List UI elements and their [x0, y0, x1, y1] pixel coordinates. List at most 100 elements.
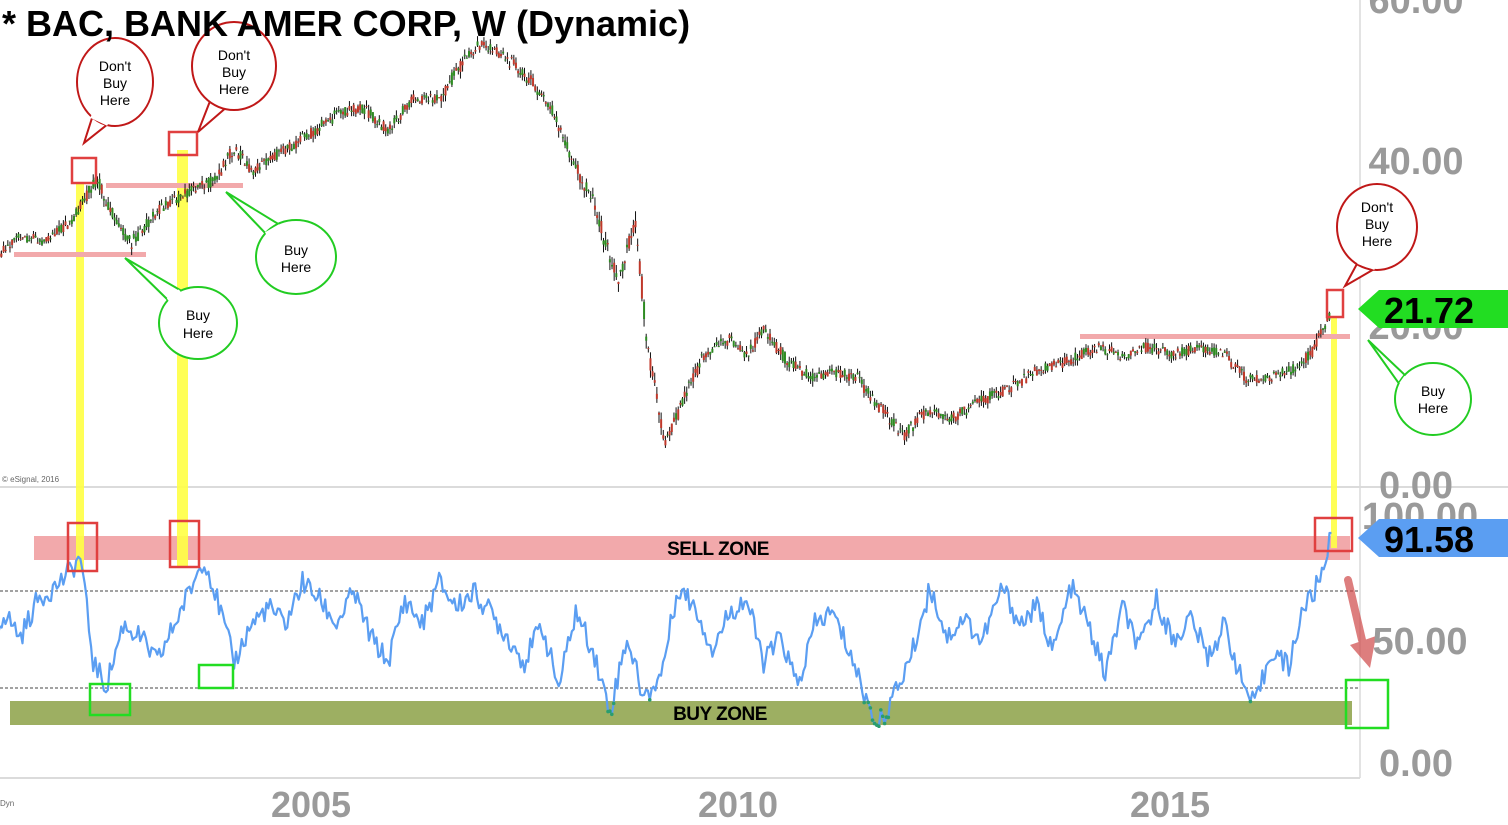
price-candle-body: [903, 432, 906, 441]
price-candle-body: [508, 66, 511, 68]
buy-zone-marker-3: [1344, 678, 1390, 730]
price-candle-body: [1313, 344, 1316, 349]
price-candle-body: [220, 172, 223, 176]
price-candle-body: [655, 393, 658, 399]
price-candle-body: [181, 197, 184, 199]
price-candle-body: [643, 301, 646, 320]
price-candle-body: [824, 371, 827, 375]
price-candle-body: [1097, 343, 1100, 346]
price-candle-body: [111, 208, 114, 218]
support-line-2: [106, 183, 243, 188]
price-candle-body: [128, 235, 131, 239]
price-candle-body: [288, 142, 291, 151]
price-candle-body: [446, 85, 449, 89]
price-candle-body: [17, 233, 20, 238]
price-candle-body: [158, 204, 161, 214]
buy-zone-marker-1: [88, 682, 132, 717]
price-candle-body: [237, 155, 240, 159]
price-candle-body: [500, 54, 503, 57]
price-candle-body: [867, 388, 870, 394]
price-candle-body: [1046, 365, 1049, 371]
price-candle-body: [1095, 351, 1098, 353]
price-candle-body: [589, 197, 592, 199]
price-candle-body: [1104, 349, 1107, 355]
price-candle-body: [465, 57, 468, 59]
price-candle-body: [711, 348, 714, 353]
price-candle-body: [122, 227, 125, 235]
price-candle-body: [850, 373, 853, 375]
price-candle-body: [113, 217, 116, 221]
price-candle-body: [273, 152, 276, 161]
price-candle-body: [555, 116, 558, 123]
price-candle-body: [1213, 347, 1216, 356]
price-candle-body: [852, 374, 855, 380]
price-candle-body: [1319, 329, 1322, 335]
price-candle-body: [1063, 357, 1066, 365]
price-candle-body: [386, 128, 389, 134]
price-candle-body: [621, 263, 624, 272]
price-candle-body: [1270, 380, 1273, 382]
price-candle-body: [356, 106, 359, 113]
price-candle-body: [21, 237, 24, 239]
price-candle-body: [23, 236, 26, 238]
oscillator-low-point: [1248, 699, 1253, 704]
price-candle-body: [149, 219, 152, 221]
price-candle-body: [600, 221, 603, 234]
price-candle-body: [546, 103, 549, 107]
price-candle-body: [1076, 358, 1079, 361]
price-candle-body: [899, 428, 902, 430]
price-candle-body: [948, 418, 951, 423]
price-candle-body: [337, 109, 340, 112]
osc-y-tick: 0.00: [1379, 743, 1453, 785]
price-candle-body: [1014, 381, 1017, 383]
price-candle-body: [429, 94, 432, 96]
price-candle-body: [540, 93, 543, 96]
price-candle-body: [670, 423, 673, 432]
price-candle-body: [450, 72, 453, 85]
price-candle-body: [1268, 377, 1271, 381]
dont-buy-marker-2: [167, 130, 199, 157]
price-candle-body: [169, 199, 172, 206]
price-candle-body: [826, 372, 829, 377]
price-candle-body: [1127, 354, 1130, 359]
price-candle-body: [1279, 374, 1282, 378]
price-candle-body: [28, 239, 31, 242]
price-candle-body: [781, 349, 784, 362]
price-candle-body: [1080, 349, 1083, 360]
price-candle-body: [587, 190, 590, 192]
price-candle-body: [1292, 364, 1295, 373]
price-candle-body: [747, 355, 750, 357]
price-candle-body: [418, 101, 421, 103]
price-candle-body: [559, 127, 562, 130]
price-candle-body: [374, 117, 377, 124]
price-candle-body: [775, 342, 778, 353]
bubble-line: Don't: [1361, 199, 1393, 215]
copyright-text: © eSignal, 2016: [2, 475, 60, 484]
price-candle-body: [403, 104, 406, 110]
price-candle-body: [393, 117, 396, 124]
price-candle-body: [87, 185, 90, 193]
price-candle-body: [1289, 371, 1292, 375]
price-candle-body: [521, 69, 524, 76]
price-candle-body: [1040, 369, 1043, 371]
price-candle-body: [461, 61, 464, 66]
price-candle-body: [267, 158, 270, 161]
price-candle-body: [438, 97, 441, 99]
price-candle-body: [828, 369, 831, 371]
price-candle-body: [352, 104, 355, 112]
price-candle-body: [1307, 351, 1310, 361]
price-candle-body: [205, 180, 208, 183]
price-candle-body: [324, 119, 327, 123]
price-candle-body: [1309, 350, 1312, 356]
price-candle-body: [489, 44, 492, 50]
price-candle-body: [909, 422, 912, 424]
price-candle-body: [162, 208, 165, 212]
price-candle-body: [1196, 344, 1199, 348]
price-candle-body: [506, 57, 509, 59]
price-candle-body: [677, 409, 680, 420]
price-candle-body: [476, 41, 479, 46]
price-candle-body: [440, 95, 443, 102]
price-candle-body: [877, 404, 880, 412]
price-candle-body: [8, 247, 11, 249]
price-candle-body: [1225, 351, 1228, 354]
